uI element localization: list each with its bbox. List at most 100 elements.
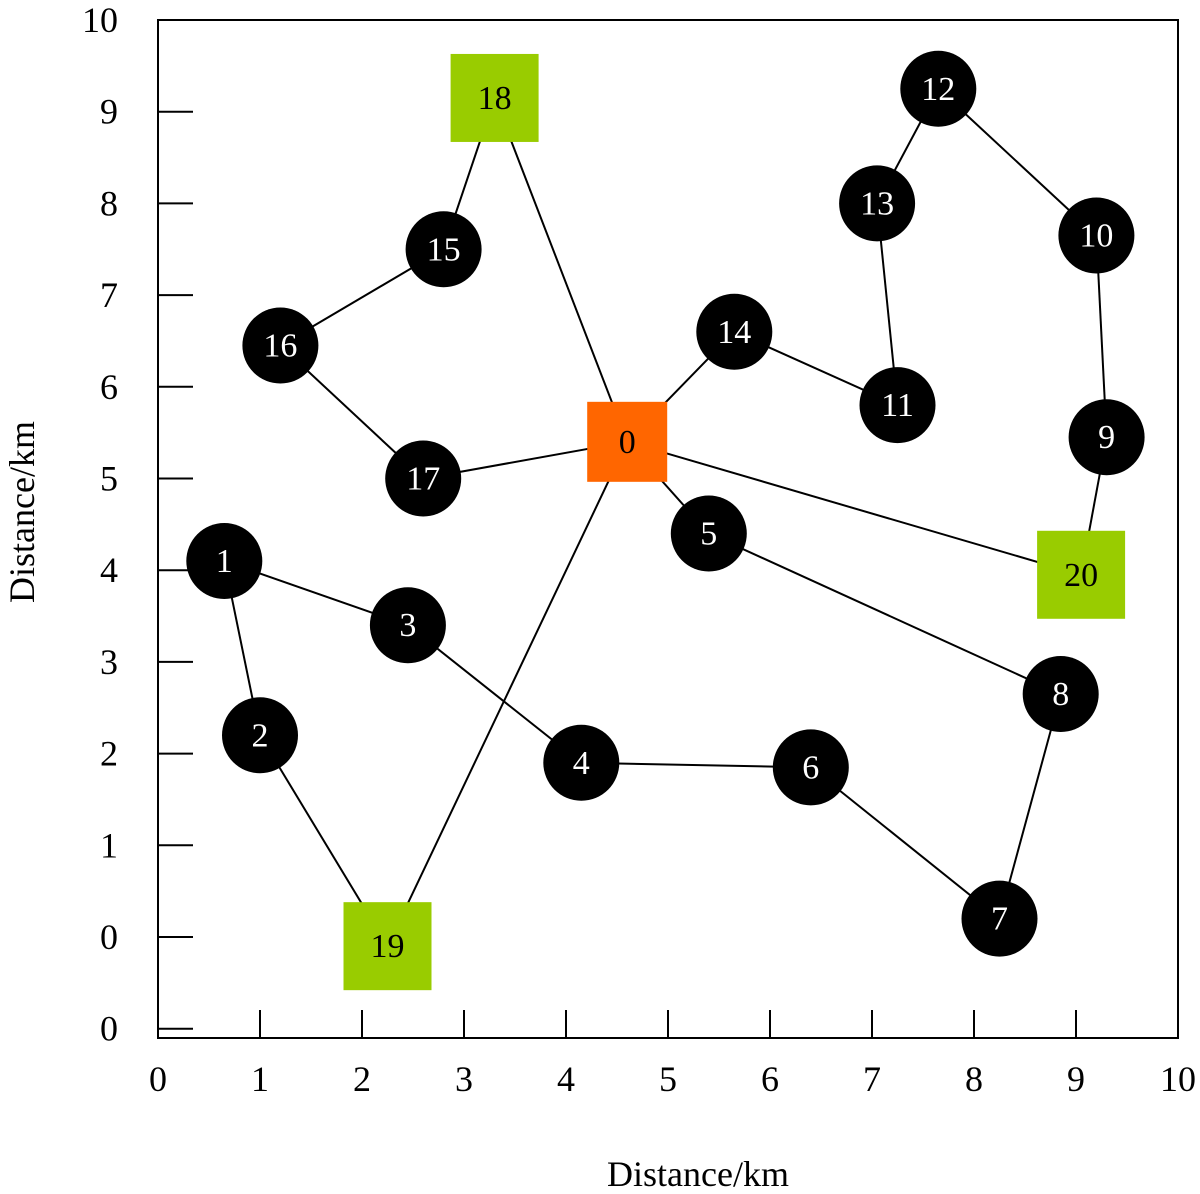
customer-marker xyxy=(543,724,620,801)
x-tick-label: 2 xyxy=(353,1059,371,1099)
customer-marker xyxy=(961,880,1038,957)
route-edge-20-0 xyxy=(626,440,1082,576)
customer-node-9: 9 xyxy=(1068,399,1145,476)
node-label: 19 xyxy=(371,928,405,965)
node-label: 11 xyxy=(881,387,914,424)
customer-node-17: 17 xyxy=(385,440,462,517)
y-tick-label: 5 xyxy=(100,459,118,499)
node-label: 13 xyxy=(860,185,894,222)
customer-node-13: 13 xyxy=(839,165,916,242)
route-edges xyxy=(223,88,1108,947)
x-tick-label: 4 xyxy=(557,1059,575,1099)
y-tick-label: 6 xyxy=(100,367,118,407)
customer-node-2: 2 xyxy=(222,697,298,774)
customer-marker xyxy=(1058,197,1135,274)
station-marker xyxy=(1037,530,1126,619)
y-tick-label: 2 xyxy=(100,734,118,774)
y-axis: 0 0 1 2 3 4 5 6 7 8 9 10 xyxy=(82,0,193,1049)
x-tick-label: 0 xyxy=(149,1059,167,1099)
node-label: 15 xyxy=(427,231,461,268)
customer-node-5: 5 xyxy=(670,495,747,572)
node-label: 3 xyxy=(399,607,416,644)
station-node-18: 18 xyxy=(450,53,539,142)
customer-marker xyxy=(670,495,747,572)
node-label: 2 xyxy=(252,717,269,754)
route-edge-19-0 xyxy=(386,441,629,947)
node-label: 1 xyxy=(216,543,233,580)
node-label: 0 xyxy=(619,424,636,461)
y-tick-label: 4 xyxy=(100,550,118,590)
customer-marker xyxy=(859,367,936,444)
route-edge-0-18 xyxy=(493,97,629,443)
y-tick-label: 9 xyxy=(100,92,118,132)
customer-node-11: 11 xyxy=(859,367,936,444)
x-tick-label: 1 xyxy=(251,1059,269,1099)
x-axis-title: Distance/km xyxy=(607,1154,789,1194)
y-axis-title: Distance/km xyxy=(2,421,42,603)
plot-frame xyxy=(157,19,1179,1039)
y-tick-label: 1 xyxy=(100,825,118,865)
y-tick-label: 10 xyxy=(82,0,118,40)
customer-marker xyxy=(772,729,849,806)
node-label: 5 xyxy=(700,516,717,553)
x-tick-label: 6 xyxy=(761,1059,779,1099)
station-marker xyxy=(450,53,539,142)
station-node-19: 19 xyxy=(343,902,432,991)
customer-node-12: 12 xyxy=(900,50,977,127)
depot-node-0: 0 xyxy=(587,401,668,482)
customer-marker xyxy=(222,697,298,774)
y-tick-label: 0 xyxy=(100,917,118,957)
customer-marker xyxy=(696,293,773,370)
node-label: 4 xyxy=(573,745,590,782)
route-edge-6-4 xyxy=(581,761,811,769)
station-marker xyxy=(343,902,432,991)
customer-marker xyxy=(242,307,319,384)
customer-node-16: 16 xyxy=(242,307,319,384)
route-edge-5-8 xyxy=(708,532,1062,695)
customer-node-14: 14 xyxy=(696,293,773,370)
station-node-20: 20 xyxy=(1037,530,1126,619)
x-tick-label: 8 xyxy=(965,1059,983,1099)
node-label: 14 xyxy=(717,314,751,351)
customer-marker xyxy=(369,587,446,664)
y-tick-label: 0 xyxy=(100,1009,118,1049)
node-label: 9 xyxy=(1098,419,1115,456)
y-tick-label: 8 xyxy=(100,183,118,223)
node-label: 18 xyxy=(478,80,512,117)
x-axis: 0 1 2 3 4 5 6 7 8 9 10 xyxy=(149,1010,1196,1099)
route-edge-7-6 xyxy=(810,766,1001,920)
customer-marker xyxy=(385,440,462,517)
y-tick-label: 3 xyxy=(100,642,118,682)
node-label: 8 xyxy=(1052,676,1069,713)
customer-node-15: 15 xyxy=(405,211,482,288)
customer-marker xyxy=(186,523,263,600)
node-label: 16 xyxy=(263,328,297,365)
x-tick-label: 5 xyxy=(659,1059,677,1099)
node-label: 20 xyxy=(1064,557,1098,594)
customer-node-4: 4 xyxy=(543,724,620,801)
node-label: 12 xyxy=(921,71,955,108)
customer-node-1: 1 xyxy=(186,523,263,600)
x-tick-label: 7 xyxy=(863,1059,881,1099)
customer-node-3: 3 xyxy=(369,587,446,664)
customer-node-8: 8 xyxy=(1022,655,1099,732)
customer-node-10: 10 xyxy=(1058,197,1135,274)
node-label: 10 xyxy=(1079,217,1113,254)
customer-marker xyxy=(839,165,916,242)
customer-marker xyxy=(900,50,977,127)
customer-node-7: 7 xyxy=(961,880,1038,957)
customer-marker xyxy=(1022,655,1099,732)
node-label: 6 xyxy=(802,749,819,786)
x-tick-label: 9 xyxy=(1067,1059,1085,1099)
x-tick-label: 3 xyxy=(455,1059,473,1099)
route-edge-8-7 xyxy=(998,693,1062,919)
x-tick-label: 10 xyxy=(1160,1059,1196,1099)
node-label: 17 xyxy=(406,461,440,498)
node-label: 7 xyxy=(991,901,1008,938)
customer-marker xyxy=(405,211,482,288)
customer-node-6: 6 xyxy=(772,729,849,806)
depot-marker xyxy=(587,401,668,482)
customer-marker xyxy=(1068,399,1145,476)
